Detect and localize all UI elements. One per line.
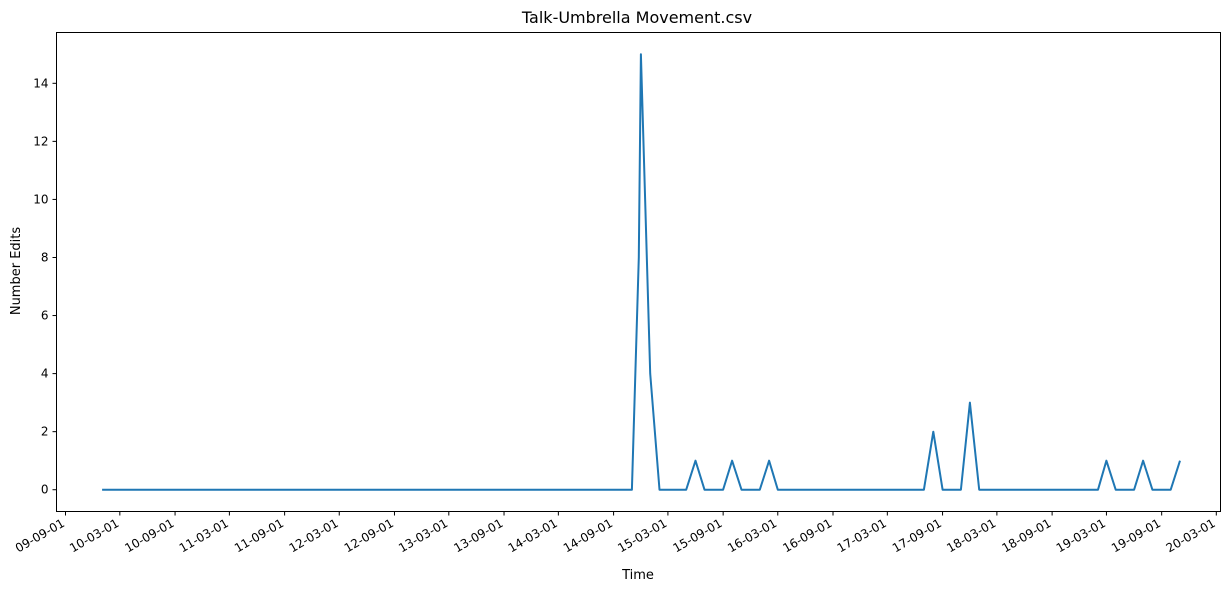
series-line (102, 53, 1181, 491)
plot-frame (56, 32, 1221, 512)
x-tick-label: 16-03-01 (725, 516, 779, 555)
x-tick-label: 20-03-01 (1164, 516, 1218, 555)
x-tick-label: 14-09-01 (561, 516, 615, 555)
x-tick-label: 16-09-01 (780, 516, 834, 555)
x-tick-label: 17-09-01 (890, 516, 944, 555)
plot-area (102, 53, 1181, 491)
y-tick-label: 6 (41, 309, 49, 323)
x-tick-label: 19-09-01 (1109, 516, 1163, 555)
y-tick-label: 0 (41, 483, 49, 497)
y-tick-label: 14 (33, 76, 48, 90)
x-tick-label: 19-03-01 (1054, 516, 1108, 555)
y-axis-label: Number Edits (9, 227, 24, 316)
x-tick-label: 10-09-01 (122, 516, 176, 555)
y-tick-label: 8 (41, 250, 49, 264)
x-tick-label: 17-03-01 (835, 516, 889, 555)
y-tick-label: 12 (33, 134, 48, 148)
y-tick-label: 10 (33, 192, 48, 206)
x-tick-label: 18-09-01 (999, 516, 1053, 555)
x-tick-label: 15-09-01 (670, 516, 724, 555)
x-tick-label: 12-09-01 (342, 516, 396, 555)
y-tick-label: 2 (41, 425, 49, 439)
x-tick-label: 11-09-01 (232, 516, 286, 555)
x-axis-label: Time (621, 568, 654, 583)
x-tick-label: 10-03-01 (67, 516, 121, 555)
x-tick-label: 09-09-01 (13, 516, 67, 555)
x-tick-label: 18-03-01 (944, 516, 998, 555)
y-tick-label: 4 (41, 367, 49, 381)
x-tick-label: 14-03-01 (506, 516, 560, 555)
x-tick-label: 12-03-01 (287, 516, 341, 555)
chart-title: Talk-Umbrella Movement.csv (521, 8, 752, 27)
x-tick-label: 11-03-01 (177, 516, 231, 555)
x-tick-label: 13-09-01 (451, 516, 505, 555)
x-tick-label: 13-03-01 (396, 516, 450, 555)
x-tick-label: 15-03-01 (615, 516, 669, 555)
